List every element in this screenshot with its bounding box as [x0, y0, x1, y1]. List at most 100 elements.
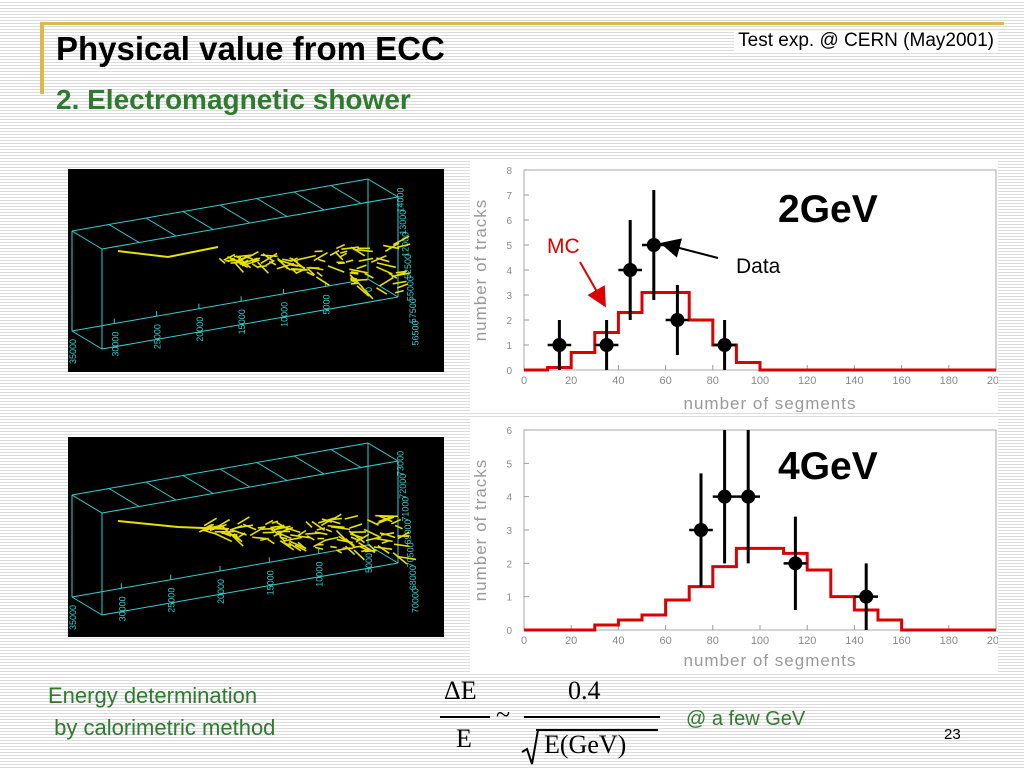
- shower-segment: [344, 545, 356, 556]
- axis-tick-label: 15000: [265, 570, 275, 595]
- frame-gridline: [330, 185, 362, 204]
- mc-annotation: MC: [547, 235, 580, 258]
- accent-line: [40, 22, 1004, 25]
- shower-segment: [356, 264, 367, 270]
- frame-gridline: [256, 462, 288, 481]
- x-tick-label: 160: [892, 375, 910, 387]
- formula-tilde: ~: [496, 700, 511, 729]
- shower-segment: [279, 540, 292, 547]
- x-tick-label: 0: [521, 375, 527, 387]
- shower-segment: [260, 252, 278, 264]
- shower-segment: [373, 546, 393, 551]
- shower-segment: [331, 526, 350, 531]
- x-tick-label: 200: [987, 635, 998, 647]
- data-point: [741, 489, 756, 504]
- histogram-2gev: 020406080100120140160180200012345678numb…: [470, 160, 1005, 413]
- shower-segment: [237, 516, 250, 525]
- y-tick-label: 2: [506, 559, 512, 570]
- shower-segment: [363, 528, 380, 538]
- shower-segment: [370, 254, 387, 263]
- shower-segment: [345, 259, 354, 263]
- axis-tick-label: 25000: [167, 588, 177, 613]
- y-tick-label: 4: [506, 493, 512, 504]
- frame-gridline: [145, 217, 177, 237]
- shower-segment: [361, 548, 371, 553]
- shower-segment: [379, 276, 394, 287]
- shower-segment: [316, 271, 323, 278]
- formula-fraction-bar: [524, 716, 660, 718]
- axis-tick-label: 35000: [68, 605, 78, 630]
- axis-tick-label: 12000: [400, 232, 410, 257]
- x-tick-label: 180: [940, 375, 958, 387]
- y-tick-label: 1: [506, 593, 512, 604]
- shower-segment: [327, 524, 345, 529]
- axis-tick-label: 20000: [195, 317, 205, 342]
- shower-segment: [257, 261, 269, 274]
- frame-gridline: [219, 204, 251, 224]
- frame-edge: [101, 296, 399, 350]
- axis-tick-label: 72000: [398, 474, 408, 499]
- axis-tick-label: 15000: [237, 309, 247, 334]
- shower-segment: [249, 526, 266, 537]
- axis-tick-label: 56500: [411, 320, 421, 345]
- x-tick-label: 160: [892, 635, 910, 647]
- shower-segment: [350, 536, 360, 542]
- shower-segment: [336, 538, 353, 544]
- shower-segment: [395, 270, 407, 274]
- shower-segment: [334, 251, 344, 261]
- frame-gridline: [293, 191, 325, 211]
- shower-segment: [252, 536, 266, 540]
- shower-segment: [332, 513, 342, 520]
- shower-segment: [313, 539, 327, 548]
- shower-segment: [203, 529, 218, 536]
- shower-segment: [267, 538, 275, 545]
- formula-denominator: E(GeV): [544, 730, 627, 759]
- frame-gridline: [219, 468, 251, 488]
- shower-segment: [270, 528, 282, 537]
- data-point: [788, 556, 803, 571]
- experiment-note: Test exp. @ CERN (May2001): [734, 30, 998, 52]
- frame-edge: [71, 330, 103, 350]
- y-tick-label: 5: [506, 241, 512, 252]
- shower-segment: [277, 258, 290, 270]
- shower-segment: [260, 254, 278, 258]
- frame-edge: [71, 230, 103, 250]
- frame-edge: [71, 494, 103, 514]
- histogram-4gev: 0 20 40 60 80 100 120 140 160 180 200 0 1 2 3 4 5 6 number…: [470, 418, 1005, 674]
- shower-segment: [273, 527, 289, 537]
- shower-segment: [350, 246, 366, 257]
- shower-segment: [394, 289, 404, 294]
- x-tick-label: 20: [565, 635, 577, 647]
- shower-segment: [397, 531, 410, 540]
- formula-fraction-bar: [440, 716, 490, 718]
- resolution-formula: ΔE E ~ 0.4 E(GeV): [440, 672, 680, 768]
- shower-segment: [277, 531, 292, 540]
- slide-title: Physical value from ECC: [56, 30, 445, 67]
- method-line-2: by calorimetric method: [48, 715, 276, 740]
- shower-segment: [271, 520, 279, 525]
- shower-segment: [230, 261, 243, 264]
- shower-segment: [203, 517, 218, 527]
- slide-subtitle: 2. Electromagnetic shower: [56, 84, 411, 115]
- x-tick-label: 0: [521, 635, 527, 647]
- x-tick-label: 120: [798, 375, 816, 387]
- axis-tick-label: 68000: [408, 565, 418, 590]
- x-tick-label: 40: [612, 375, 624, 387]
- shower-segment: [396, 243, 411, 249]
- x-axis-label: number of segments: [684, 394, 857, 412]
- shower-segment: [288, 542, 302, 552]
- method-text: Energy determination by calorimetric met…: [48, 680, 275, 744]
- shower-segment: [350, 276, 358, 280]
- y-axis-label: number of tracks: [471, 459, 490, 602]
- axis-tick-label: 71000: [400, 497, 410, 522]
- shower-segment: [280, 536, 288, 540]
- y-tick-label: 4: [506, 266, 512, 277]
- method-line-1: Energy determination: [48, 683, 258, 708]
- shower-segment: [305, 521, 313, 529]
- shower-segment: [230, 528, 247, 536]
- axis-tick-label: 57500: [408, 298, 418, 323]
- shower-segment: [374, 537, 393, 543]
- x-tick-label: 120: [798, 635, 816, 647]
- shower-segment: [366, 518, 379, 526]
